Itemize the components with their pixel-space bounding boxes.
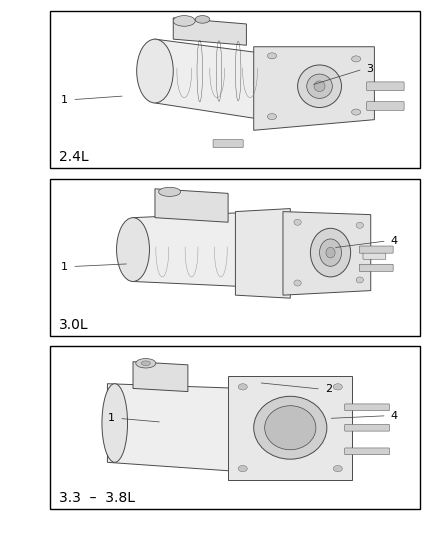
Ellipse shape — [173, 15, 195, 26]
Bar — [50, 179, 420, 336]
Ellipse shape — [307, 74, 332, 99]
Ellipse shape — [102, 384, 127, 462]
FancyBboxPatch shape — [345, 404, 389, 410]
FancyBboxPatch shape — [363, 252, 386, 259]
Polygon shape — [236, 208, 290, 298]
FancyBboxPatch shape — [359, 264, 393, 271]
Ellipse shape — [356, 222, 364, 228]
Polygon shape — [107, 384, 243, 472]
Text: 1: 1 — [61, 95, 68, 104]
Ellipse shape — [333, 384, 343, 390]
Polygon shape — [283, 212, 371, 295]
Ellipse shape — [117, 217, 149, 281]
Bar — [50, 346, 420, 509]
Ellipse shape — [159, 187, 180, 196]
Polygon shape — [254, 47, 374, 130]
Text: 3.0L: 3.0L — [59, 318, 89, 332]
Ellipse shape — [314, 81, 325, 92]
Ellipse shape — [333, 465, 343, 472]
Polygon shape — [173, 18, 247, 45]
Bar — [50, 11, 420, 168]
Text: 2: 2 — [325, 384, 332, 394]
Ellipse shape — [195, 15, 210, 23]
Ellipse shape — [326, 247, 335, 258]
Bar — [53, 349, 418, 506]
FancyBboxPatch shape — [345, 448, 389, 455]
Text: 3.3  –  3.8L: 3.3 – 3.8L — [59, 491, 135, 505]
Ellipse shape — [137, 39, 173, 103]
FancyBboxPatch shape — [367, 102, 404, 110]
FancyBboxPatch shape — [213, 140, 243, 148]
Bar — [50, 346, 420, 509]
Polygon shape — [228, 376, 353, 480]
Polygon shape — [155, 39, 283, 123]
Ellipse shape — [320, 239, 342, 266]
Ellipse shape — [352, 56, 360, 62]
Text: 4: 4 — [391, 411, 398, 421]
Text: 3: 3 — [367, 64, 374, 74]
Ellipse shape — [311, 228, 351, 277]
Ellipse shape — [352, 109, 360, 115]
FancyBboxPatch shape — [345, 424, 389, 431]
Ellipse shape — [238, 384, 247, 390]
Ellipse shape — [238, 465, 247, 472]
Text: 2.4L: 2.4L — [59, 150, 89, 164]
Ellipse shape — [268, 53, 276, 59]
Ellipse shape — [297, 65, 342, 108]
Ellipse shape — [141, 361, 150, 366]
Ellipse shape — [268, 114, 276, 120]
Ellipse shape — [136, 359, 156, 368]
Polygon shape — [133, 362, 188, 392]
Bar — [53, 181, 418, 333]
Ellipse shape — [294, 280, 301, 286]
FancyBboxPatch shape — [367, 82, 404, 91]
Bar — [53, 13, 418, 165]
Text: 1: 1 — [61, 262, 68, 271]
Polygon shape — [133, 212, 265, 288]
Ellipse shape — [294, 219, 301, 225]
Bar — [50, 179, 420, 336]
FancyBboxPatch shape — [359, 246, 393, 253]
Text: 1: 1 — [108, 414, 115, 423]
Text: 4: 4 — [391, 236, 398, 246]
Ellipse shape — [265, 406, 316, 450]
Bar — [50, 11, 420, 168]
Ellipse shape — [356, 277, 364, 283]
Ellipse shape — [254, 397, 327, 459]
Polygon shape — [155, 189, 228, 222]
